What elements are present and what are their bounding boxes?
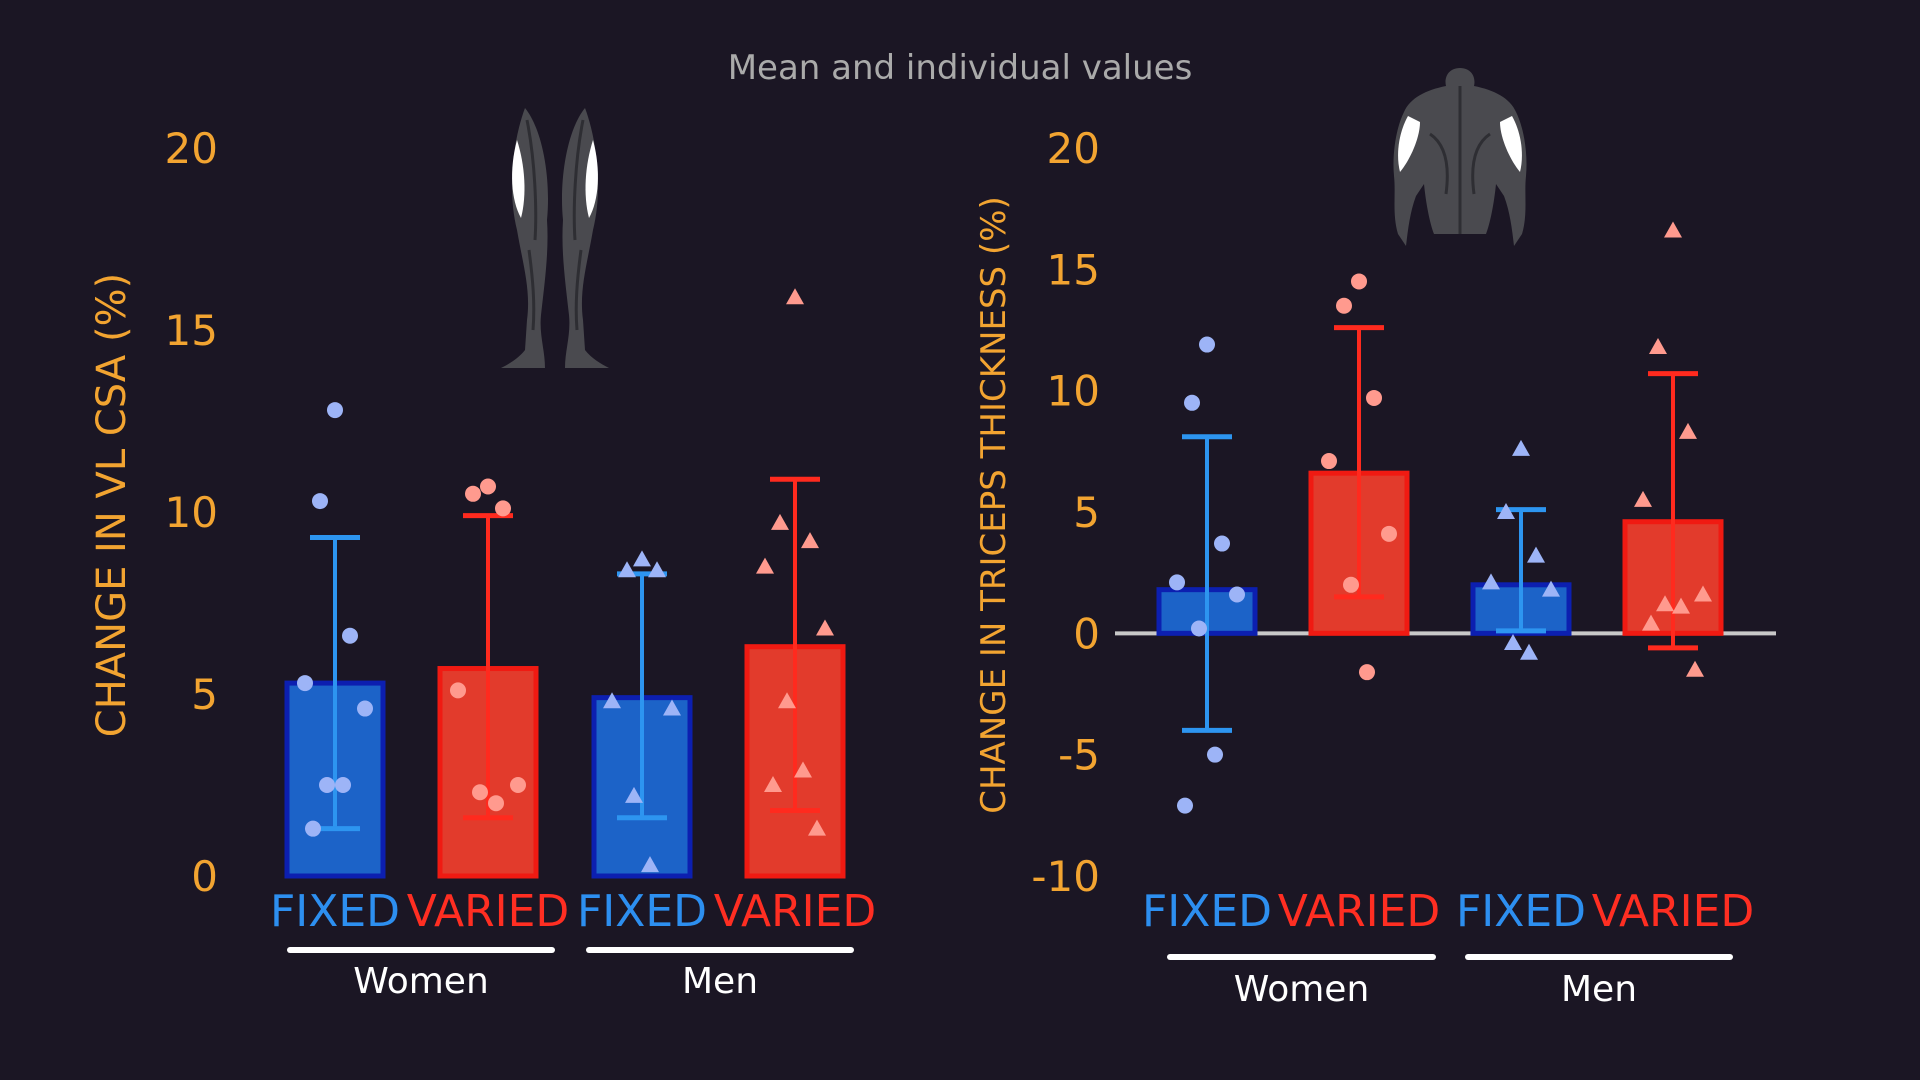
- data-point: [1520, 643, 1538, 660]
- y-tick-label: 10: [1047, 367, 1100, 416]
- y-tick-label: 20: [1047, 124, 1100, 173]
- data-point: [778, 692, 796, 709]
- data-point: [1336, 297, 1352, 314]
- data-point: [510, 777, 526, 793]
- data-point: [801, 532, 819, 549]
- data-point: [771, 513, 789, 530]
- data-point: [1527, 546, 1545, 563]
- y-tick-label: 5: [191, 670, 218, 719]
- data-point: [816, 619, 834, 636]
- category-label: VARIED: [1592, 886, 1755, 937]
- data-point: [488, 795, 504, 812]
- data-point: [1169, 574, 1185, 591]
- data-point: [357, 700, 373, 717]
- y-tick-label: 10: [165, 488, 218, 537]
- category-label: FIXED: [1456, 886, 1586, 937]
- data-point: [633, 550, 651, 567]
- data-point: [472, 784, 488, 801]
- data-point: [312, 493, 328, 510]
- data-point: [641, 856, 659, 873]
- data-point: [1191, 620, 1207, 637]
- y-tick-label: 15: [1047, 245, 1100, 294]
- category-label: VARIED: [407, 886, 570, 937]
- category-label: FIXED: [270, 886, 400, 937]
- data-point: [1366, 389, 1382, 406]
- data-point: [1649, 337, 1667, 354]
- y-tick-label: 15: [165, 306, 218, 355]
- group-label: Women: [353, 961, 489, 1002]
- data-point: [1207, 746, 1223, 763]
- y-tick-label: -5: [1058, 731, 1100, 780]
- data-point: [1497, 503, 1515, 519]
- y-axis-label: CHANGE IN VL CSA (%): [89, 273, 135, 737]
- y-axis-label: CHANGE IN TRICEPS THICKNESS (%): [974, 196, 1014, 814]
- group-label: Women: [1234, 969, 1370, 1010]
- data-point: [1672, 597, 1690, 614]
- data-point: [648, 561, 666, 578]
- data-point: [1542, 580, 1560, 597]
- data-point: [1504, 634, 1522, 651]
- data-point: [808, 819, 826, 836]
- data-point: [1381, 525, 1397, 542]
- chart-triceps-thickness: CHANGE IN TRICEPS THICKNESS (%) -10 -5 0 5 10…: [974, 124, 1776, 1010]
- data-point: [1634, 490, 1652, 507]
- group-label: Men: [1561, 969, 1637, 1010]
- y-tick-label: 5: [1073, 488, 1100, 537]
- data-point: [1694, 585, 1712, 602]
- data-point: [327, 402, 343, 419]
- data-point: [1482, 573, 1500, 590]
- data-point: [480, 478, 496, 495]
- data-point: [1321, 453, 1337, 470]
- data-point: [794, 761, 812, 778]
- data-point: [603, 692, 621, 709]
- category-label: VARIED: [1278, 886, 1441, 937]
- data-point: [1512, 439, 1530, 456]
- y-tick-label: 20: [165, 124, 218, 173]
- data-point: [1177, 797, 1193, 814]
- data-point: [319, 777, 335, 793]
- data-point: [450, 682, 466, 699]
- torso-icon: [1393, 68, 1527, 246]
- data-point: [1184, 394, 1200, 411]
- y-tick-label: -10: [1031, 852, 1100, 901]
- data-point: [1229, 586, 1245, 603]
- group-label: Men: [682, 961, 758, 1002]
- data-point: [1351, 273, 1367, 290]
- data-point: [1656, 595, 1674, 612]
- data-point: [1642, 614, 1660, 631]
- data-point: [1359, 664, 1375, 681]
- page-title: Mean and individual values: [728, 48, 1193, 88]
- data-point: [756, 557, 774, 574]
- data-point: [335, 777, 351, 793]
- data-point: [663, 699, 681, 716]
- data-point: [1679, 422, 1697, 439]
- data-point: [764, 776, 782, 792]
- data-point: [1686, 660, 1704, 677]
- data-point: [342, 627, 358, 644]
- data-point: [1199, 336, 1215, 353]
- y-tick-label: 0: [1073, 609, 1100, 658]
- data-point: [625, 786, 643, 803]
- data-point: [1214, 535, 1230, 552]
- data-point: [495, 500, 511, 517]
- data-point: [305, 820, 321, 837]
- legs-icon: [501, 108, 609, 368]
- data-point: [1664, 221, 1682, 238]
- category-label: FIXED: [577, 886, 707, 937]
- y-tick-label: 0: [191, 852, 218, 901]
- data-point: [786, 288, 804, 305]
- data-point: [618, 561, 636, 578]
- data-point: [465, 485, 481, 502]
- data-point: [1343, 576, 1359, 593]
- category-label: VARIED: [714, 886, 877, 937]
- data-point: [297, 675, 313, 692]
- category-label: FIXED: [1142, 886, 1272, 937]
